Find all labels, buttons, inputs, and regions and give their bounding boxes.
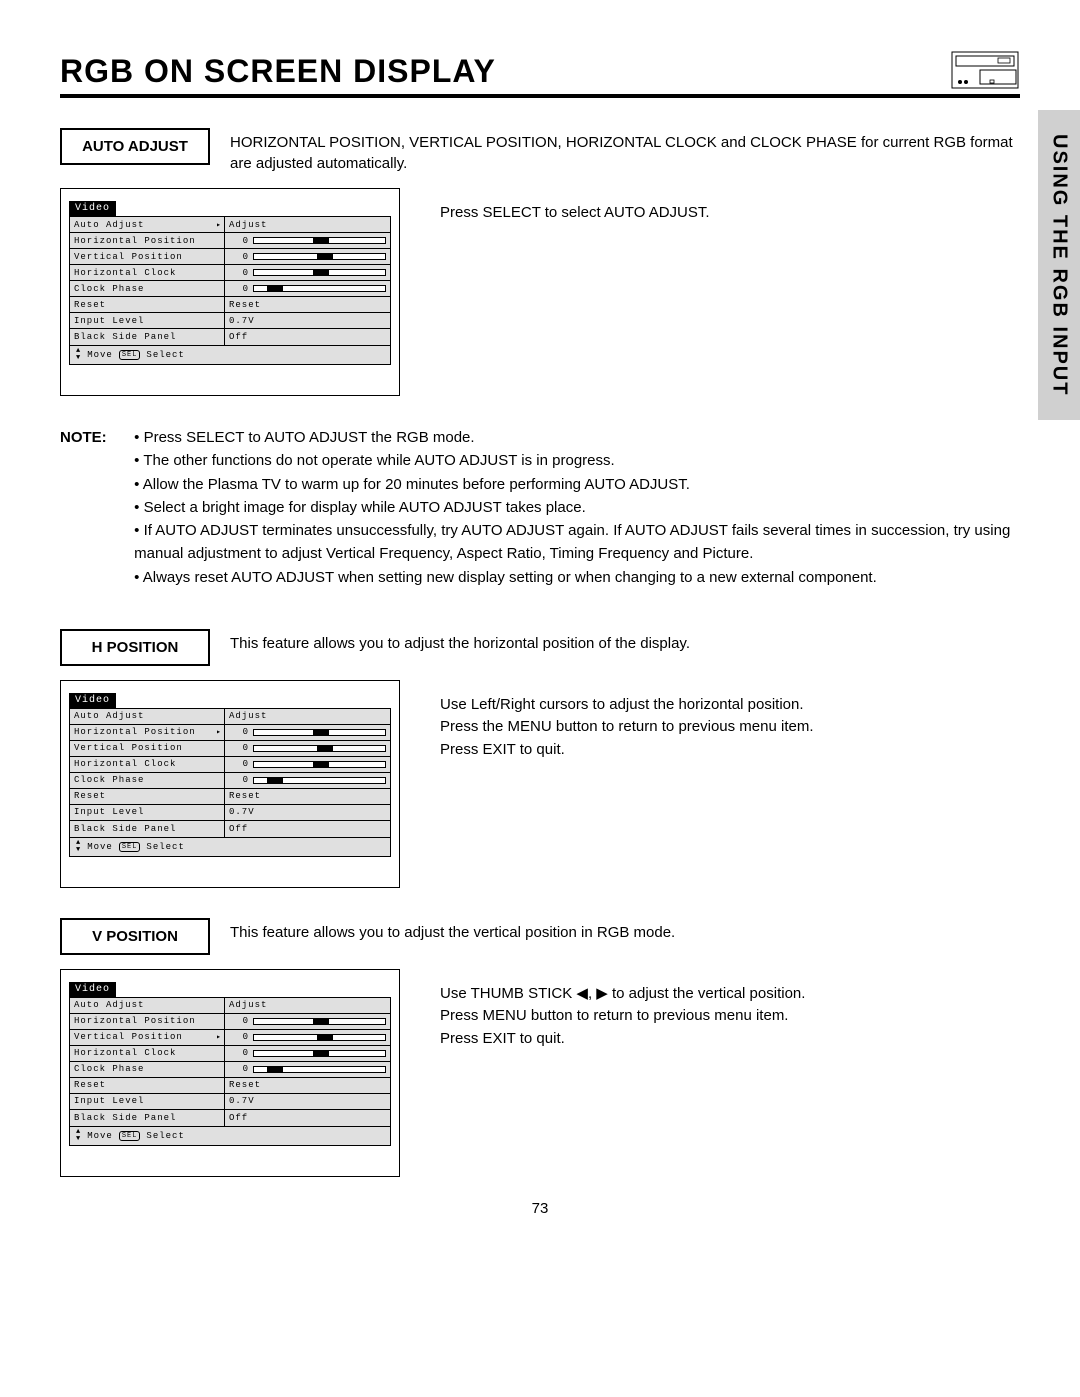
osd-slider-row: 0: [225, 1030, 390, 1046]
osd-slider-row: 0: [225, 757, 390, 773]
note-item: The other functions do not operate while…: [134, 449, 1014, 472]
h-position-instruction: Use Left/Right cursors to adjust the hor…: [440, 674, 814, 762]
osd-menu-item: Clock Phase: [70, 281, 224, 297]
page-title: RGB ON SCREEN DISPLAY: [60, 53, 496, 90]
osd-menu-item: Horizontal Clock: [70, 265, 224, 281]
note-item: Press SELECT to AUTO ADJUST the RGB mode…: [134, 426, 1014, 449]
v-position-instruction: Use THUMB STICK ◀, ▶ to adjust the verti…: [440, 963, 805, 1051]
auto-adjust-label: AUTO ADJUST: [60, 128, 210, 165]
osd-footer: ▲▼ Move SEL Select: [69, 346, 391, 365]
osd-menu-item: Auto Adjust: [70, 217, 224, 233]
osd-value: Adjust: [225, 217, 390, 233]
osd-menu-item: Input Level: [70, 805, 224, 821]
osd-value: Reset: [225, 297, 390, 313]
side-tab: USING THE RGB INPUT: [1038, 110, 1080, 420]
osd-panel-v: VideoAuto AdjustHorizontal PositionVerti…: [60, 969, 400, 1177]
auto-adjust-desc: HORIZONTAL POSITION, VERTICAL POSITION, …: [230, 128, 1020, 174]
osd-tab: Video: [69, 201, 116, 216]
osd-menu-item: Clock Phase: [70, 773, 224, 789]
note-block: NOTE: Press SELECT to AUTO ADJUST the RG…: [60, 426, 1020, 589]
osd-value: 0.7V: [225, 1094, 390, 1110]
osd-slider-row: 0: [225, 265, 390, 281]
osd-slider-row: 0: [225, 233, 390, 249]
osd-slider-row: 0: [225, 1014, 390, 1030]
osd-menu-item: Reset: [70, 297, 224, 313]
osd-value: 0.7V: [225, 805, 390, 821]
osd-menu-item: Horizontal Position: [70, 725, 224, 741]
osd-slider-row: 0: [225, 725, 390, 741]
osd-menu-item: Input Level: [70, 1094, 224, 1110]
note-item: If AUTO ADJUST terminates unsuccessfully…: [134, 519, 1014, 566]
osd-slider-row: 0: [225, 249, 390, 265]
section-v-position: V POSITION This feature allows you to ad…: [60, 918, 1020, 1177]
osd-value: Off: [225, 821, 390, 837]
note-item: Always reset AUTO ADJUST when setting ne…: [134, 566, 1014, 589]
osd-tab: Video: [69, 693, 116, 708]
osd-value: Adjust: [225, 709, 390, 725]
section-auto-adjust: AUTO ADJUST HORIZONTAL POSITION, VERTICA…: [60, 128, 1020, 396]
side-tab-label: USING THE RGB INPUT: [1048, 134, 1071, 396]
h-position-desc: This feature allows you to adjust the ho…: [230, 629, 690, 654]
osd-panel-h: VideoAuto AdjustHorizontal PositionVerti…: [60, 680, 400, 888]
osd-menu-item: Vertical Position: [70, 741, 224, 757]
osd-menu-item: Black Side Panel: [70, 1110, 224, 1126]
note-item: Allow the Plasma TV to warm up for 20 mi…: [134, 473, 1014, 496]
osd-menu-item: Reset: [70, 789, 224, 805]
osd-slider-row: 0: [225, 1062, 390, 1078]
osd-value: Adjust: [225, 998, 390, 1014]
osd-menu-item: Horizontal Clock: [70, 1046, 224, 1062]
h-position-label: H POSITION: [60, 629, 210, 666]
note-item: Select a bright image for display while …: [134, 496, 1014, 519]
note-label: NOTE:: [60, 426, 130, 449]
auto-adjust-instruction: Press SELECT to select AUTO ADJUST.: [440, 182, 710, 225]
device-icon: [950, 50, 1020, 90]
section-h-position: H POSITION This feature allows you to ad…: [60, 629, 1020, 888]
osd-value: Reset: [225, 1078, 390, 1094]
title-row: RGB ON SCREEN DISPLAY: [60, 50, 1020, 98]
osd-menu-item: Vertical Position: [70, 249, 224, 265]
arrows-icon: ▲▼: [76, 348, 81, 362]
osd-value: Off: [225, 1110, 390, 1126]
osd-value: 0.7V: [225, 313, 390, 329]
osd-menu-item: Horizontal Clock: [70, 757, 224, 773]
osd-menu-item: Auto Adjust: [70, 709, 224, 725]
osd-menu-item: Black Side Panel: [70, 821, 224, 837]
osd-menu-item: Reset: [70, 1078, 224, 1094]
osd-menu-item: Input Level: [70, 313, 224, 329]
osd-value: Reset: [225, 789, 390, 805]
osd-menu-item: Auto Adjust: [70, 998, 224, 1014]
osd-footer: ▲▼ Move SEL Select: [69, 1127, 391, 1146]
osd-slider-row: 0: [225, 773, 390, 789]
page-number: 73: [0, 1200, 1080, 1217]
osd-value: Off: [225, 329, 390, 345]
arrows-icon: ▲▼: [76, 840, 81, 854]
arrows-icon: ▲▼: [76, 1129, 81, 1143]
osd-slider-row: 0: [225, 1046, 390, 1062]
osd-slider-row: 0: [225, 741, 390, 757]
osd-footer: ▲▼ Move SEL Select: [69, 838, 391, 857]
osd-menu-item: Clock Phase: [70, 1062, 224, 1078]
v-position-label: V POSITION: [60, 918, 210, 955]
osd-panel-auto: VideoAuto AdjustHorizontal PositionVerti…: [60, 188, 400, 396]
osd-menu-item: Horizontal Position: [70, 233, 224, 249]
osd-menu-item: Black Side Panel: [70, 329, 224, 345]
osd-menu-item: Vertical Position: [70, 1030, 224, 1046]
osd-menu-item: Horizontal Position: [70, 1014, 224, 1030]
v-position-desc: This feature allows you to adjust the ve…: [230, 918, 675, 943]
osd-tab: Video: [69, 982, 116, 997]
note-list: Press SELECT to AUTO ADJUST the RGB mode…: [134, 426, 1014, 589]
osd-slider-row: 0: [225, 281, 390, 297]
